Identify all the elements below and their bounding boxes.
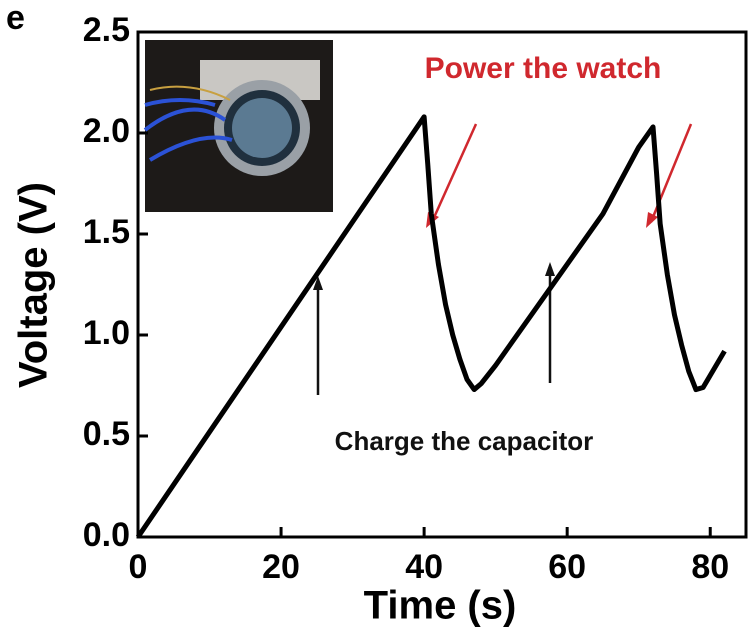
- y-tick-label: 1.5: [83, 213, 130, 251]
- x-tick-label: 80: [691, 548, 729, 586]
- y-tick-label: 2.5: [83, 11, 130, 49]
- x-tick-label: 60: [548, 548, 586, 586]
- x-tick-label: 40: [405, 548, 443, 586]
- x-axis-label: Time (s): [364, 584, 517, 628]
- plot-frame: [136, 30, 748, 539]
- y-tick-label: 0.5: [83, 415, 130, 453]
- x-tick-label: 0: [129, 548, 148, 586]
- annotation: Power the watch: [425, 52, 662, 85]
- panel-label: e: [6, 0, 25, 37]
- line: [135, 114, 727, 539]
- y-tick-label: 0.0: [83, 516, 130, 554]
- inset-photo: [143, 40, 333, 212]
- y-tick-label: 2.0: [83, 112, 130, 150]
- x-tick-label: 20: [262, 548, 300, 586]
- annotation: Charge the capacitor: [335, 426, 594, 456]
- y-axis-label: Voltage (V): [12, 182, 56, 388]
- y-tick-label: 1.0: [83, 314, 130, 352]
